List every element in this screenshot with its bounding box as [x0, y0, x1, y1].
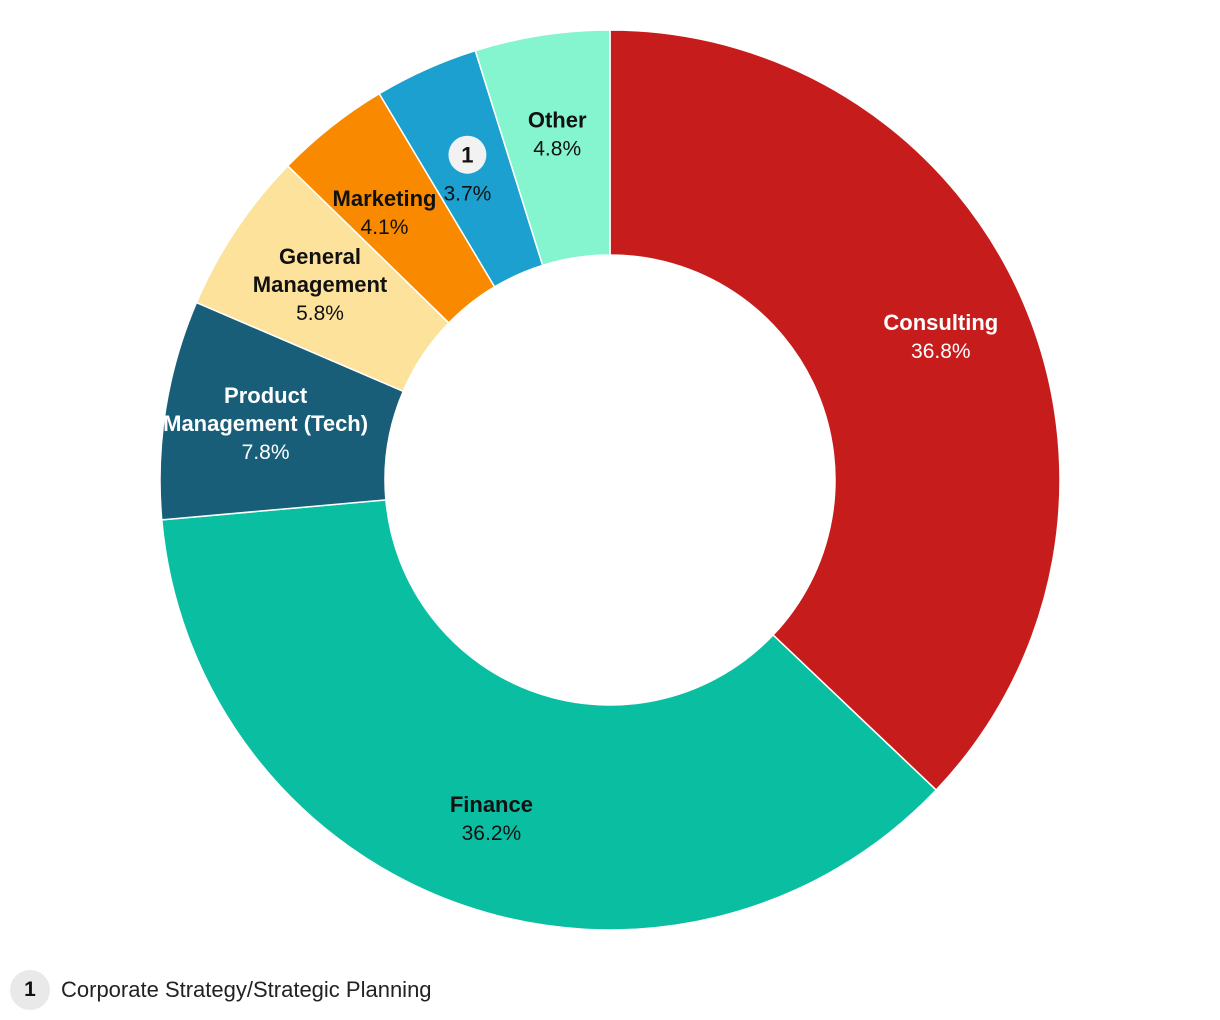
slice-value-label: 36.8%: [911, 340, 971, 363]
slice-name-label: Management (Tech): [163, 411, 368, 436]
slice-name-label: Consulting: [883, 310, 998, 335]
slice-value-label: 36.2%: [462, 822, 522, 845]
slice-finance: [160, 499, 938, 931]
slice-name-label: Finance: [450, 792, 533, 817]
slice-consulting: [609, 29, 1061, 792]
slice-value-label: 7.8%: [242, 441, 290, 464]
slice-value-label: 3.7%: [443, 183, 491, 206]
footnote-badge: 1: [10, 970, 50, 1010]
slice-value-label: 4.1%: [361, 216, 409, 239]
donut-chart: Consulting 36.8% Finance 36.2% Product Manage…: [159, 29, 1061, 931]
label-footnote-1: 1 3.7%: [443, 135, 491, 206]
label-finance: Finance 36.2%: [450, 792, 533, 845]
slice-value-label: 4.8%: [533, 137, 581, 160]
slice-badge: [448, 135, 487, 174]
slice-name-label: Management: [253, 272, 388, 297]
slice-other: [474, 29, 611, 267]
label-product-management-tech: Product Management (Tech) 7.8%: [163, 383, 368, 464]
label-general-management: General Management 5.8%: [253, 244, 388, 325]
slice-value-label: 5.8%: [296, 302, 344, 325]
slice-badge-text: 1: [461, 143, 473, 168]
slice-name-label: Product: [224, 383, 308, 408]
slice-name-label: General: [279, 244, 361, 269]
label-consulting: Consulting 36.8%: [883, 310, 998, 363]
slices-group: [159, 29, 1061, 931]
labels-group: Consulting 36.8% Finance 36.2% Product Manage…: [163, 107, 998, 845]
slice-name-label: Other: [528, 107, 587, 132]
label-marketing: Marketing 4.1%: [333, 186, 437, 239]
footnote-text: Corporate Strategy/Strategic Planning: [61, 977, 432, 1002]
footnote: 1 Corporate Strategy/Strategic Planning: [10, 970, 432, 1010]
slice-name-label: Marketing: [333, 186, 437, 211]
label-other: Other 4.8%: [528, 107, 587, 160]
